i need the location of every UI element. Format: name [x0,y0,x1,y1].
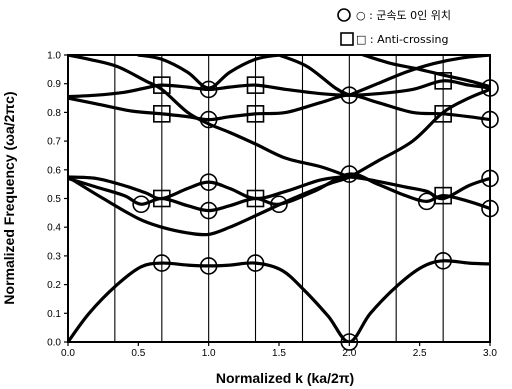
band-curves [68,55,490,342]
band-line-5 [68,87,490,237]
plot-area: 0.0 0.5 1.0 1.5 2.0 2.5 3.0 0.0 0.1 0.2 0.3 0.4 0.5 0… [47,51,499,359]
band-line-8 [277,55,351,97]
y-tick-label-10: 1.0 [47,51,61,62]
zero-group-velocity-marker-14 [481,110,499,129]
y-tick-label-8: 0.8 [47,108,61,119]
x-tick-label-0: 0.0 [61,348,75,359]
band-line-10 [361,55,490,89]
zero-group-velocity-marker-3 [340,333,359,351]
anti-crossing-marker-5 [434,105,452,123]
zero-group-velocity-marker-7 [199,173,218,191]
zero-group-velocity-marker-17 [481,79,499,97]
y-tick-label-1: 0.1 [47,309,61,320]
y-axis-title: Normalized Frequency (ωa/2πc) [1,91,17,304]
band-line-7 [136,55,281,90]
legend: ○ : 군속도 0인 위치 □ : Anti-crossing [337,8,451,46]
legend-square-marker [340,32,354,46]
y-tick-label-2: 0.2 [47,280,61,291]
band-line-6 [68,55,351,179]
band-line-4 [68,79,490,99]
anti-crossing-marker-0 [153,189,171,208]
zero-group-velocity-marker-11 [481,199,499,218]
zero-group-velocity-marker-1 [199,257,218,275]
band-line-2 [68,175,490,201]
x-tick-label-5: 2.5 [413,348,427,359]
zero-group-velocity-marker-16 [340,86,359,104]
zero-group-velocity-marker-15 [199,80,218,99]
anti-crossing-marker-2 [434,186,452,205]
x-tick-label-6: 3.0 [483,348,497,359]
band-line-9 [347,55,490,97]
zero-group-velocity-marker-5 [132,195,150,214]
x-tick-label-3: 1.5 [272,348,286,359]
y-tick-label-0: 0.0 [47,338,61,349]
zero-group-velocity-marker-4 [434,251,452,270]
anti-crossing-marker-1 [246,189,265,208]
y-tick-label-6: 0.6 [47,165,61,176]
anti-crossing-marker-6 [153,76,171,94]
x-tick-label-4: 2.0 [342,348,356,359]
zero-group-velocity-marker-0 [153,254,171,272]
zero-group-velocity-marker-13 [199,110,218,129]
legend-circle-marker [337,8,351,22]
zero-group-velocity-marker-2 [246,254,265,272]
anti-crossing-marker-8 [434,72,452,90]
zero-group-velocity-marker-12 [481,169,499,188]
y-tick-label-7: 0.7 [47,137,61,148]
band-line-3 [68,93,490,122]
legend-square-label: □ : Anti-crossing [356,33,448,46]
zero-group-velocity-marker-8 [270,195,288,214]
zero-group-velocity-marker-6 [199,201,218,220]
anti-crossing-marker-7 [246,76,265,94]
legend-circle-label: ○ : 군속도 0인 위치 [356,9,451,22]
y-tick-label-5: 0.5 [47,194,61,205]
band-line-1 [68,172,490,213]
zero-group-velocity-marker-9 [340,165,359,183]
y-tick-label-9: 0.9 [47,79,61,90]
y-tick-label-4: 0.4 [47,223,61,234]
x-tick-label-2: 1.0 [202,348,216,359]
x-axis-title: Normalized k (ka/2π) [216,370,354,386]
anti-crossing-marker-4 [246,105,265,123]
anti-crossing-marker-3 [153,105,171,123]
x-tick-label-1: 0.5 [131,348,145,359]
band-line-0 [68,259,490,342]
y-tick-label-3: 0.3 [47,251,61,262]
